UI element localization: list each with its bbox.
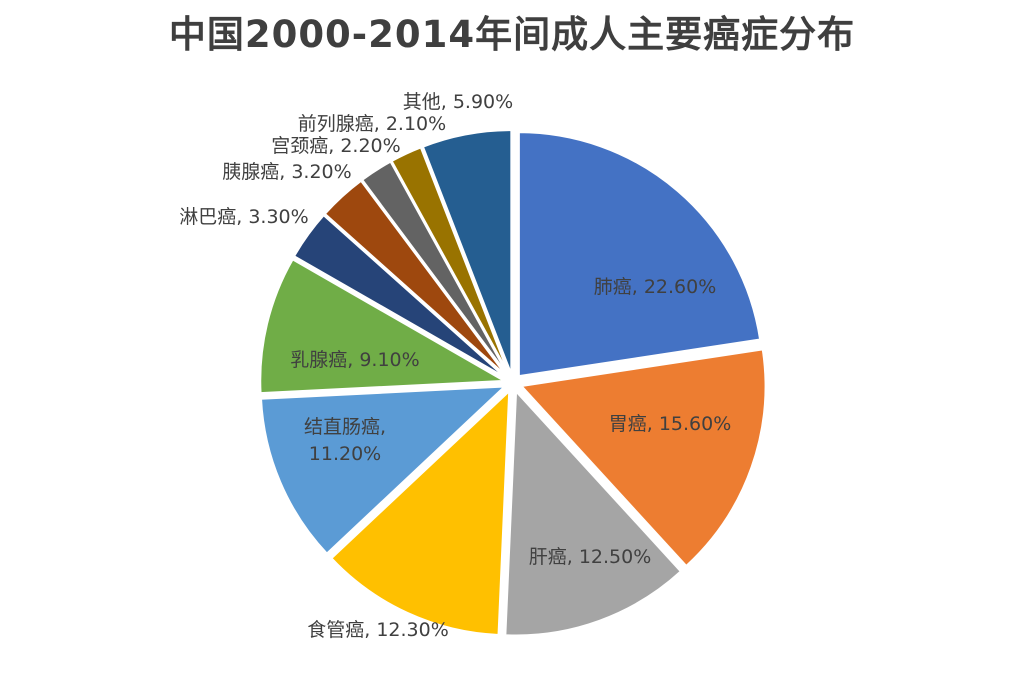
slice-label-11: 其他, 5.90%	[403, 91, 513, 113]
pie-slice-1	[517, 131, 762, 378]
slice-label-4: 食管癌, 12.30%	[307, 619, 449, 641]
slice-label-5: 结直肠癌, 11.20%	[304, 416, 386, 465]
slice-label-line: 结直肠癌,	[304, 416, 386, 438]
slice-label-3: 肝癌, 12.50%	[529, 546, 652, 568]
pie-slice-8	[323, 179, 508, 378]
pie-slice-7	[292, 213, 507, 379]
pie-slice-3	[504, 389, 683, 637]
slice-label-2: 胃癌, 15.60%	[609, 413, 732, 435]
slice-label-line: 11.20%	[309, 443, 381, 465]
slice-label-1: 肺癌, 22.60%	[594, 276, 717, 298]
pie-slice-10	[390, 146, 511, 376]
slice-label-7: 淋巴癌, 3.30%	[179, 206, 308, 228]
pie-slice-4	[329, 388, 511, 636]
slice-label-6: 乳腺癌, 9.10%	[290, 349, 419, 371]
slice-label-8: 胰腺癌, 3.20%	[222, 161, 351, 183]
slice-label-10: 前列腺癌, 2.10%	[298, 113, 446, 135]
pie-slice-2	[519, 348, 767, 568]
pie-slice-11	[421, 129, 513, 375]
pie-slice-9	[360, 160, 510, 377]
chart-title: 中国2000-2014年间成人主要癌症分布	[168, 13, 856, 56]
pie-slice-5	[259, 385, 508, 555]
pie-slice-6	[259, 257, 508, 395]
slice-label-9: 宫颈癌, 2.20%	[271, 135, 400, 157]
pie-labels: 肺癌, 22.60% 胃癌, 15.60% 肝癌, 12.50% 食管癌, 12.30…	[179, 91, 731, 641]
pie-slices	[259, 129, 767, 637]
